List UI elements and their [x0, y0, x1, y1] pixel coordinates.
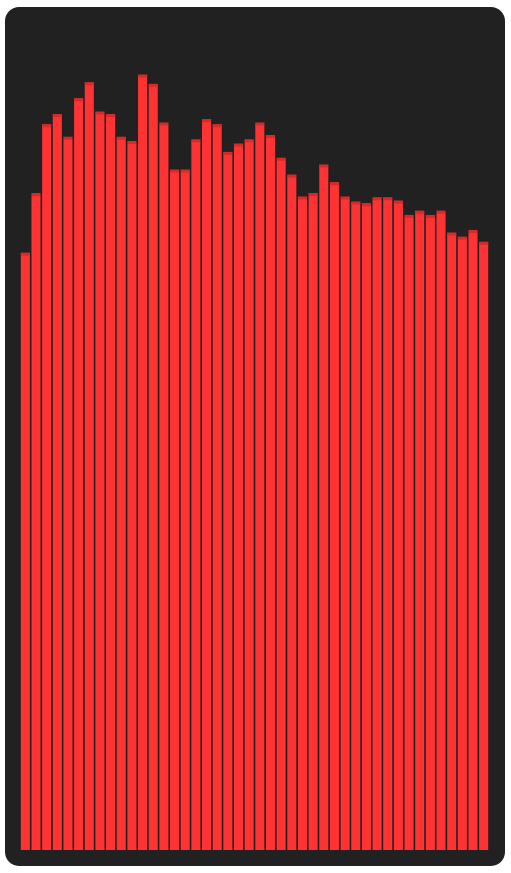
bar-3 [42, 124, 52, 851]
bar-cap-15 [170, 169, 180, 173]
bar-22 [244, 139, 254, 851]
bar-cap-18 [202, 119, 212, 123]
bar-2 [31, 193, 41, 850]
bar-8 [95, 111, 105, 850]
bar-12 [138, 74, 148, 851]
bar-23 [255, 122, 265, 850]
bar-cap-5 [63, 136, 73, 140]
bar-27 [297, 196, 307, 851]
bar-cap-16 [180, 169, 190, 173]
bar-cap-7 [84, 82, 94, 86]
bar-19 [212, 124, 222, 851]
bar-38 [415, 210, 425, 850]
bar-cap-40 [436, 210, 446, 214]
bar-cap-44 [479, 241, 489, 245]
bar-cap-35 [383, 197, 393, 201]
bar-cap-39 [425, 214, 435, 218]
bar-25 [276, 157, 286, 851]
bar-30 [329, 182, 339, 850]
bar-cap-19 [212, 124, 222, 128]
bar-11 [127, 141, 137, 851]
bar-31 [340, 196, 350, 851]
bar-17 [191, 139, 201, 851]
bar-42 [457, 236, 467, 851]
bar-cap-21 [233, 143, 244, 147]
bar-39 [425, 214, 435, 850]
bar-cap-31 [340, 196, 350, 200]
bar-15 [170, 169, 180, 851]
bar-10 [116, 136, 126, 851]
bar-cap-22 [244, 139, 254, 143]
bar-cap-37 [404, 214, 414, 218]
bar-cap-36 [393, 200, 403, 204]
bar-41 [447, 232, 457, 851]
bar-26 [287, 174, 297, 850]
bar-9 [106, 114, 116, 850]
bar-cap-4 [52, 114, 62, 118]
bar-44 [479, 241, 489, 851]
bar-cap-17 [191, 139, 201, 143]
bar-43 [468, 230, 478, 850]
bar-cap-32 [351, 201, 361, 205]
bar-20 [223, 151, 233, 850]
bar-21 [233, 143, 244, 850]
bar-36 [393, 200, 403, 850]
bar-chart [20, 74, 489, 851]
bar-4 [52, 114, 62, 850]
bar-cap-1 [20, 252, 30, 256]
bar-1 [20, 252, 30, 850]
bar-cap-23 [255, 122, 265, 126]
bar-cap-11 [127, 141, 137, 145]
bar-32 [351, 201, 361, 850]
bar-34 [372, 197, 382, 850]
bar-cap-10 [116, 136, 126, 140]
bar-cap-26 [287, 174, 297, 178]
bar-cap-25 [276, 157, 286, 161]
bar-cap-38 [415, 210, 425, 214]
bar-5 [63, 136, 73, 851]
bar-37 [404, 214, 414, 850]
bar-cap-6 [74, 98, 84, 102]
bar-cap-30 [329, 182, 339, 186]
bar-18 [202, 119, 212, 850]
bar-28 [308, 193, 318, 850]
bar-cap-27 [297, 196, 307, 200]
bar-cap-43 [468, 230, 478, 234]
bar-cap-28 [308, 193, 318, 197]
bar-cap-3 [42, 124, 52, 128]
bar-33 [361, 203, 371, 850]
bar-24 [265, 135, 276, 850]
bar-7 [84, 82, 94, 851]
bar-cap-9 [106, 114, 116, 118]
bar-40 [436, 210, 446, 850]
bar-29 [319, 164, 329, 850]
bar-16 [180, 169, 190, 851]
bar-13 [148, 83, 158, 851]
bar-cap-24 [265, 135, 276, 139]
bar-cap-34 [372, 197, 382, 201]
bar-cap-8 [95, 111, 105, 115]
bar-cap-33 [361, 203, 371, 207]
bar-14 [159, 122, 169, 850]
bar-cap-42 [457, 236, 467, 240]
bar-cap-13 [148, 83, 158, 87]
bar-cap-41 [447, 232, 457, 236]
bar-cap-12 [138, 74, 148, 78]
chart-panel [5, 7, 505, 866]
bar-6 [74, 98, 84, 850]
bar-cap-29 [319, 164, 329, 168]
bar-35 [383, 197, 393, 850]
bar-cap-14 [159, 122, 169, 126]
bar-cap-2 [31, 193, 41, 197]
bar-cap-20 [223, 151, 233, 155]
